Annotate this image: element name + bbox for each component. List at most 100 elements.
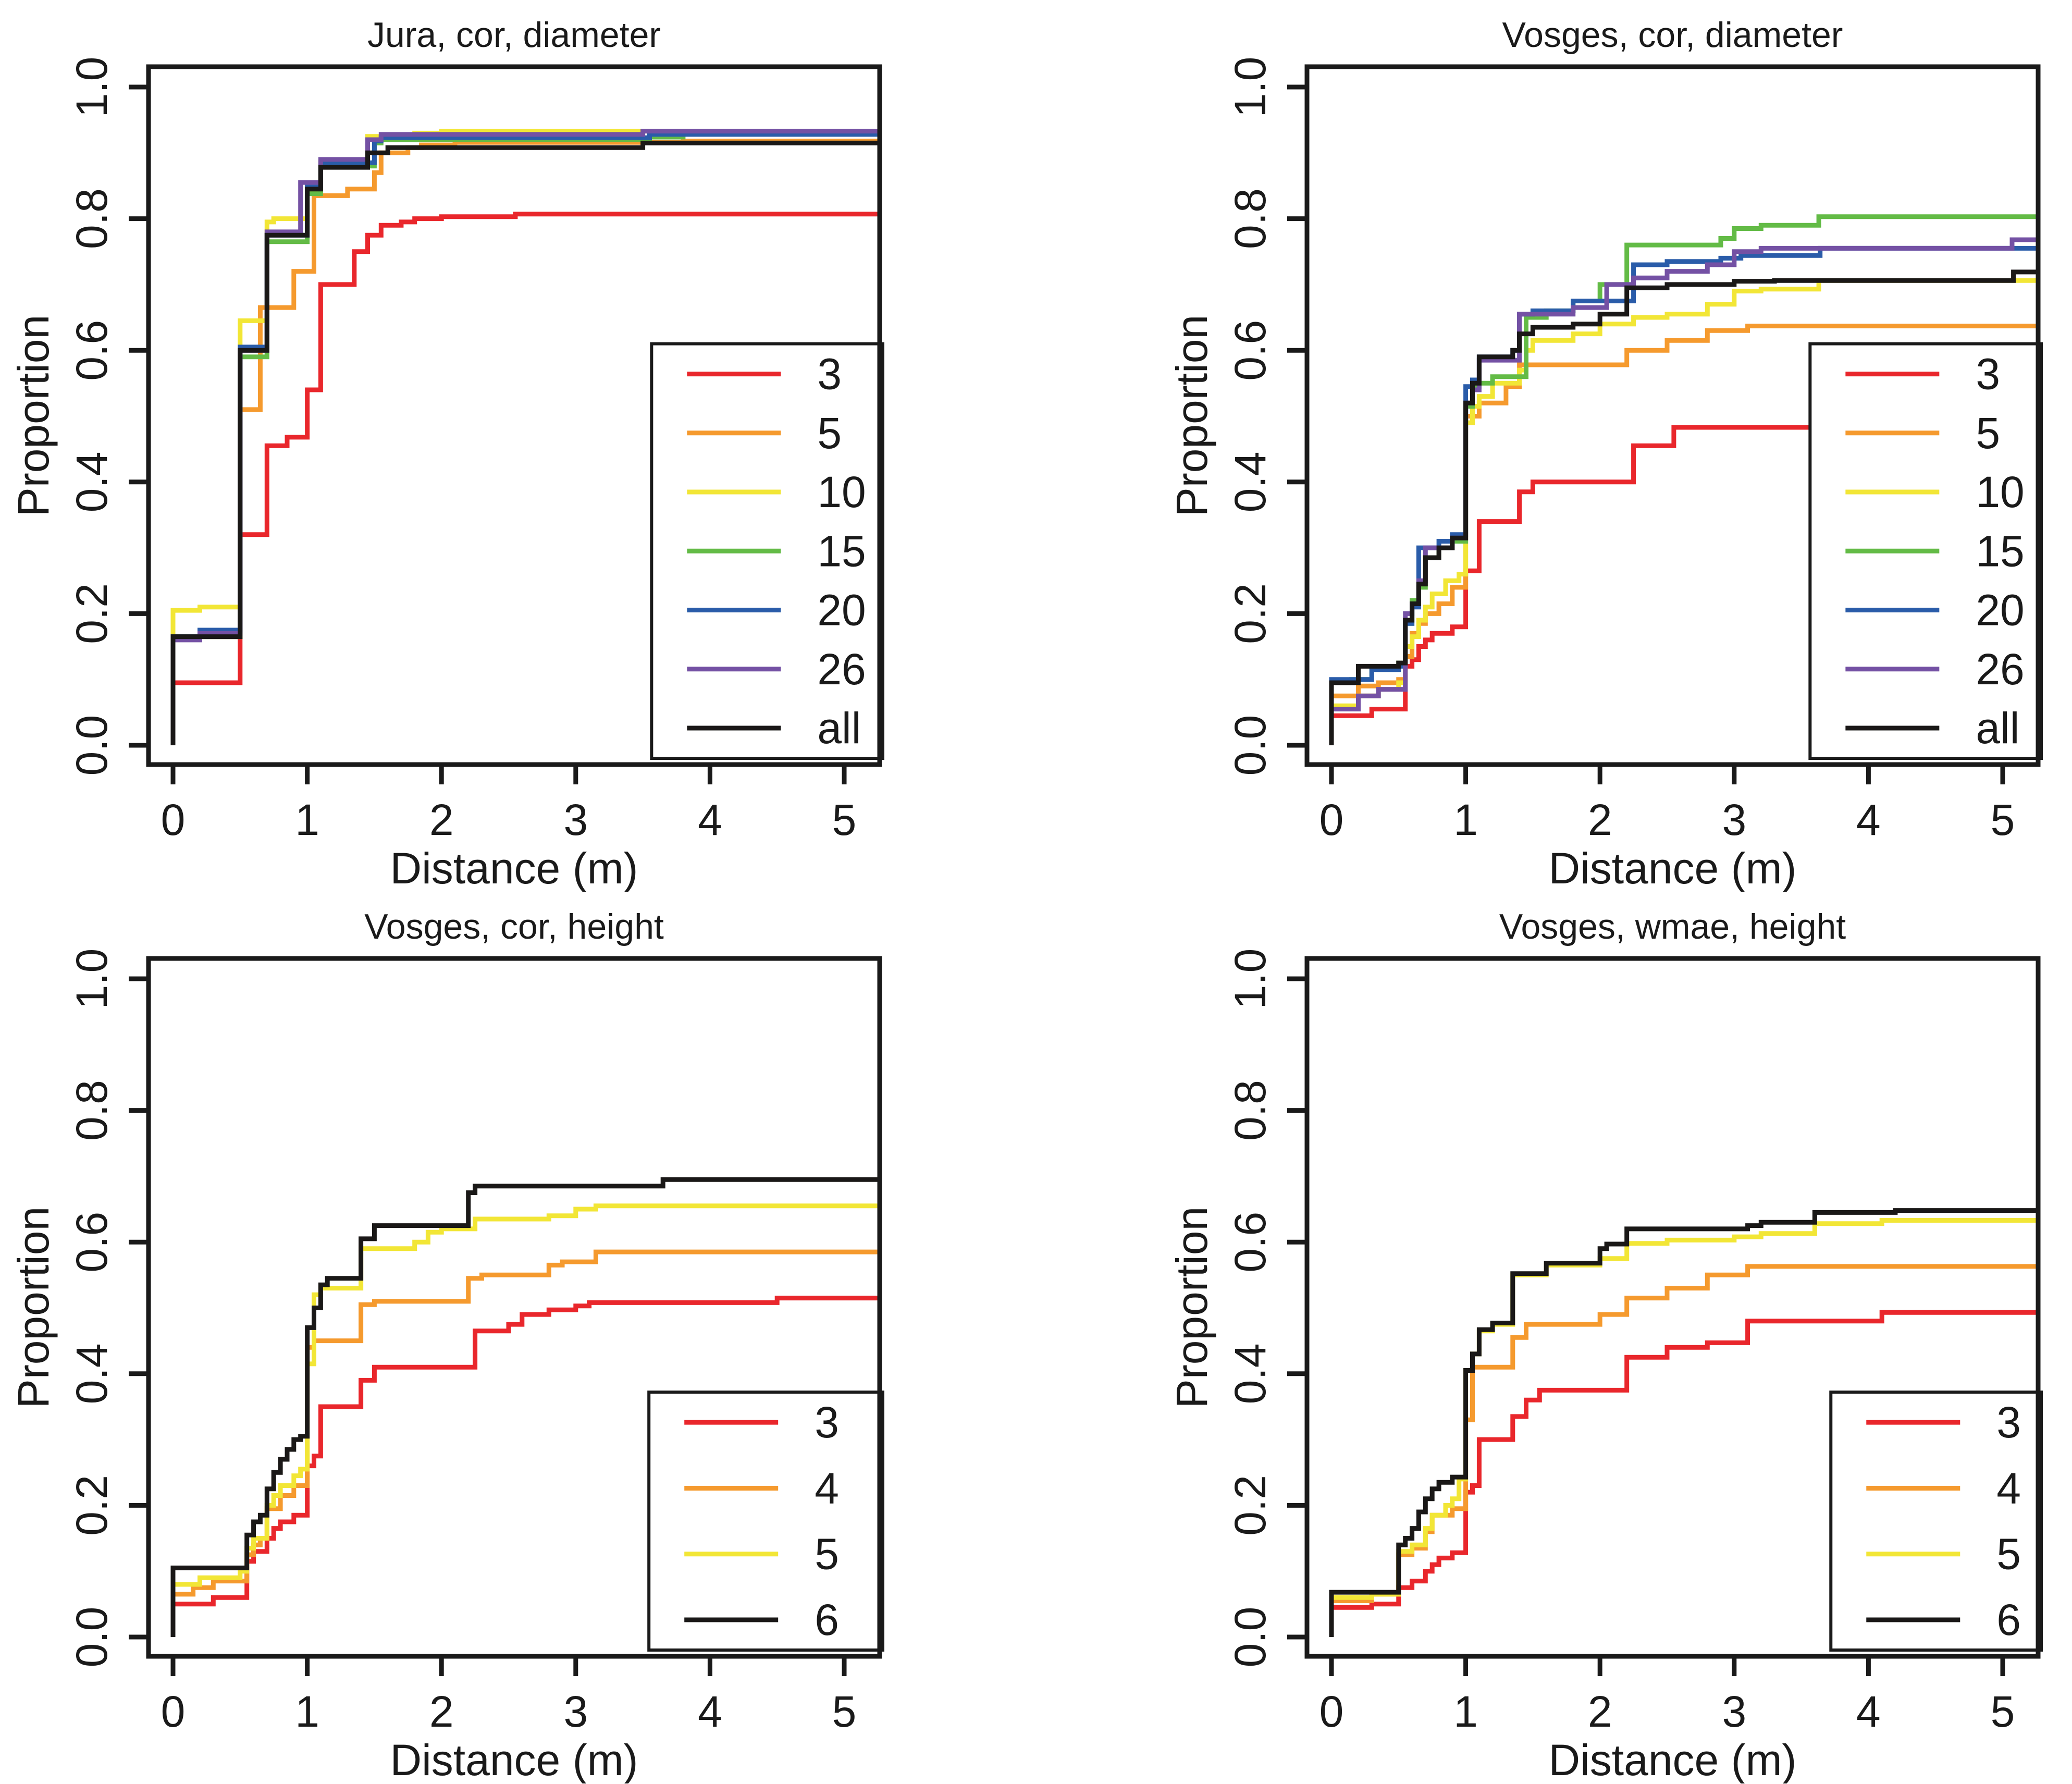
series-line-all [1329,269,2038,745]
y-tick-label: 0.2 [67,583,116,644]
panel-title: Jura, cor, diameter [367,15,661,55]
y-tick-label: 0.0 [1226,1607,1275,1668]
y-tick-label: 0.8 [1226,1080,1275,1141]
legend-label-5: 5 [815,1530,839,1579]
legend-label-5: 5 [817,409,842,458]
legend-label-26: 26 [817,645,866,694]
panel-jura-cor-diameter: Jura, cor, diameter 0 1 2 3 4 5 0.0 0.2 0.4 0.6 0.8… [9,15,884,892]
panel-title: Vosges, cor, diameter [1502,15,1843,55]
y-tick-label: 0.2 [1226,583,1275,644]
y-tick-label: 0.4 [1226,451,1275,512]
legend-label-6: 6 [1996,1595,2021,1644]
legend-label-all: all [1976,704,2019,753]
legend-label-4: 4 [1996,1463,2021,1512]
plot-border [1304,64,2041,767]
y-axis-title: Proportion [1167,1207,1216,1409]
y-tick-label: 0.4 [67,1343,116,1404]
x-tick-label: 2 [429,1687,454,1736]
legend-label-3: 3 [1976,350,2000,399]
y-tick-label: 0.6 [67,1212,116,1273]
y-tick-label: 0.2 [1226,1475,1275,1536]
series-line-all [170,140,880,745]
panel-vosges-cor-height: Vosges, cor, height 0 1 2 3 4 5 0.0 0.2 0.4 0.6 0.8… [9,907,885,1783]
series-line-4 [170,1249,880,1637]
legend-label-5: 5 [1976,409,2000,458]
series-line-6 [170,1177,880,1637]
y-tick-label: 0.6 [1226,320,1275,381]
x-axis-title: Distance (m) [1548,1736,1796,1783]
legend-label-10: 10 [1976,467,2024,516]
series-line-4 [1329,1264,2038,1637]
x-tick-label: 1 [1453,1687,1478,1736]
panel-title: Vosges, wmae, height [1499,907,1846,946]
series-line-3 [170,212,880,745]
plot-border [146,64,882,767]
x-tick-label: 5 [1991,1687,2015,1736]
legend-label-6: 6 [815,1595,839,1644]
x-tick-label: 4 [1856,795,1881,844]
x-tick-label: 1 [1453,795,1478,844]
y-axis-title: Proportion [9,1207,58,1409]
x-tick-label: 4 [698,795,722,844]
legend-label-3: 3 [817,350,842,399]
y-tick-label: 0.8 [1226,188,1275,249]
legend-label-3: 3 [815,1398,839,1447]
y-tick-label: 1.0 [1226,949,1275,1010]
y-tick-label: 0.2 [67,1475,116,1536]
series-line-6 [1329,1208,2038,1637]
y-tick-label: 0.4 [67,451,116,512]
legend-label-3: 3 [1996,1398,2021,1447]
x-axis-title: Distance (m) [390,1736,638,1783]
x-tick-label: 3 [563,795,588,844]
x-tick-label: 0 [1319,795,1344,844]
x-tick-label: 3 [563,1687,588,1736]
legend-label-26: 26 [1976,645,2024,694]
series-group [1329,1208,2038,1637]
plot-border [146,956,882,1659]
y-tick-label: 1.0 [67,949,116,1010]
y-tick-label: 0.6 [67,320,116,381]
series-group [170,129,880,745]
x-tick-label: 0 [161,795,186,844]
x-axis-title: Distance (m) [1548,844,1796,892]
x-tick-label: 0 [1319,1687,1344,1736]
y-tick-label: 1.0 [1226,57,1275,118]
y-tick-label: 0.0 [1226,715,1275,776]
x-tick-label: 2 [429,795,454,844]
series-line-26 [170,129,880,745]
y-axis-title: Proportion [1167,315,1216,517]
x-tick-label: 1 [295,795,319,844]
series-line-5 [170,139,880,745]
y-axis-title: Proportion [9,315,58,517]
y-tick-label: 0.6 [1226,1212,1275,1273]
legend-label-4: 4 [815,1463,839,1512]
legend-label-10: 10 [817,467,866,516]
x-tick-label: 4 [698,1687,722,1736]
y-tick-label: 0.0 [67,715,116,776]
legend-box [647,1391,885,1652]
legend-label-all: all [817,704,861,753]
x-tick-label: 5 [832,1687,857,1736]
y-tick-label: 0.8 [67,1080,116,1141]
y-tick-label: 1.0 [67,57,116,118]
series-line-3 [1329,1310,2038,1637]
legend-label-15: 15 [817,526,866,575]
x-tick-label: 5 [1991,795,2015,844]
legend-label-15: 15 [1976,526,2024,575]
x-tick-label: 3 [1722,1687,1746,1736]
x-tick-label: 1 [295,1687,319,1736]
x-tick-label: 2 [1588,795,1612,844]
legend-label-20: 20 [1976,586,2024,635]
x-tick-label: 4 [1856,1687,1881,1736]
x-tick-label: 2 [1588,1687,1612,1736]
panel-vosges-wmae-height: Vosges, wmae, height 0 1 2 3 4 5 0.0 0.2 0.4 0.6 0.… [1167,907,2043,1783]
y-tick-label: 0.4 [1226,1343,1275,1404]
x-tick-label: 5 [832,795,857,844]
legend-box [1829,1391,2043,1652]
y-tick-label: 0.0 [67,1607,116,1668]
legend-label-20: 20 [817,586,866,635]
y-tick-label: 0.8 [67,188,116,249]
panel-vosges-cor-diameter: Vosges, cor, diameter 0 1 2 3 4 5 0.0 0.2 0.4 0.6 0… [1167,15,2043,892]
plot-border [1304,956,2041,1659]
